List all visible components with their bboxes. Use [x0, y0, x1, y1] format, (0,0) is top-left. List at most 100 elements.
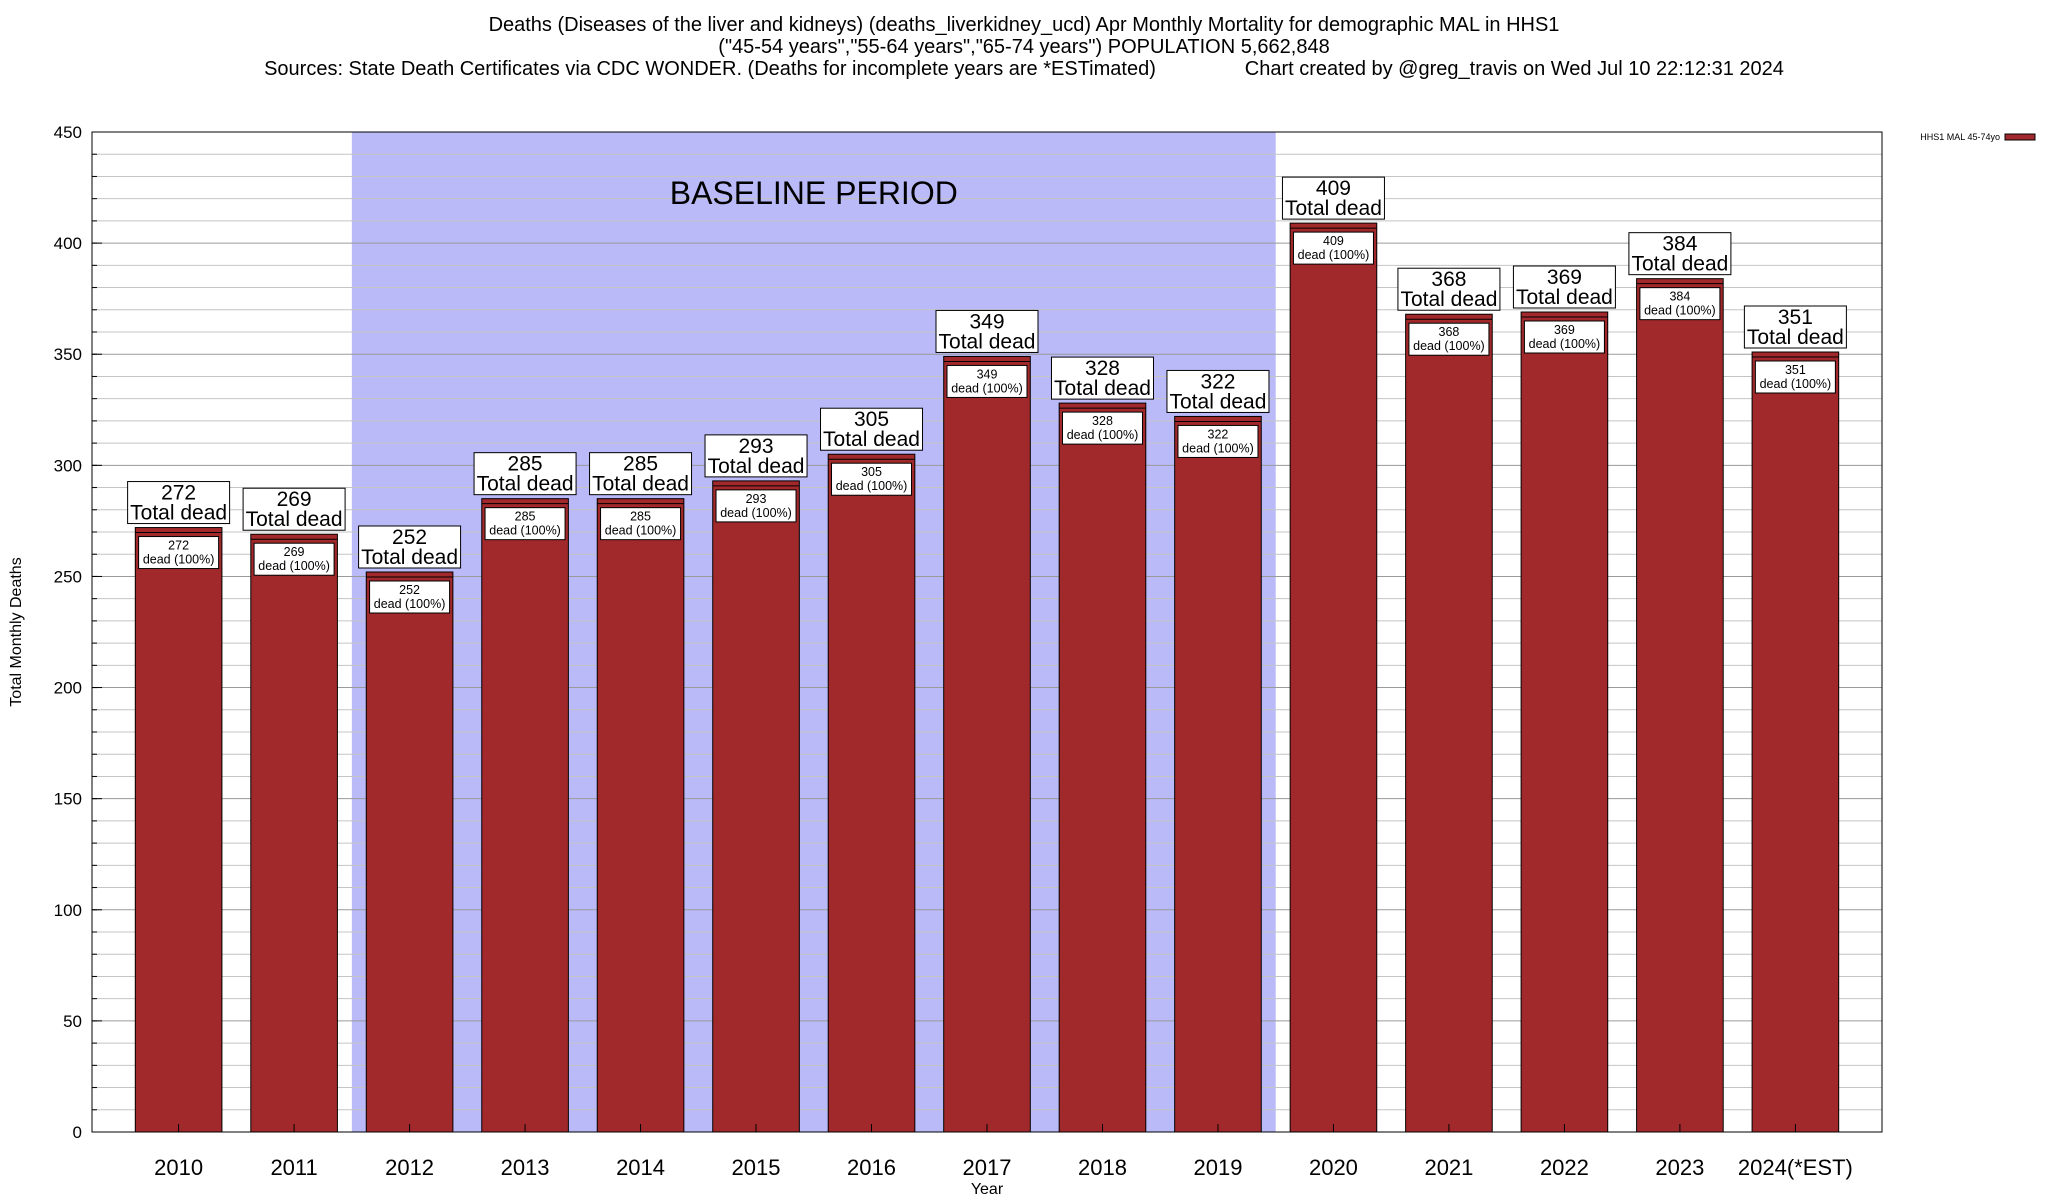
bar-total-label-box: [358, 525, 462, 569]
bar-inner-percent-label: dead (100%): [1182, 441, 1254, 455]
bar: [1289, 222, 1378, 1133]
bar: [943, 355, 1031, 1133]
bar: [712, 480, 800, 1133]
bar-inner-value-label: 351: [1785, 363, 1806, 377]
bar-inner-value-label: 269: [284, 545, 305, 559]
y-axis-title: Total Monthly Deaths: [8, 557, 25, 706]
bar-total-label-box: [473, 452, 577, 496]
bar-inner-label-box: [1292, 231, 1374, 265]
bar-total-value-label: 369: [1547, 266, 1582, 289]
x-tick-label: 2012: [385, 1155, 434, 1180]
x-tick-label: 2013: [501, 1155, 550, 1180]
chart-title-line-3: Sources: State Death Certificates via CD…: [264, 58, 1784, 80]
bar: [596, 498, 685, 1133]
x-tick-label: 2017: [963, 1155, 1012, 1180]
chart-title: Deaths (Diseases of the liver and kidney…: [0, 14, 2048, 80]
bar-inner-value-label: 272: [168, 539, 189, 553]
bar-inner-percent-label: dead (100%): [1760, 377, 1832, 391]
bar: [827, 453, 916, 1133]
bar-inner-percent-label: dead (100%): [1298, 248, 1370, 262]
bar-inner-percent-label: dead (100%): [1644, 304, 1716, 318]
bar-total-value-label: 285: [508, 453, 543, 476]
y-tick-label: 300: [54, 456, 82, 475]
bar-total-label-box: [1050, 356, 1154, 400]
bar-total-text-label: Total dead: [1285, 197, 1382, 220]
bar-inner-label-box: [1408, 322, 1490, 356]
chart-title-line-1: Deaths (Diseases of the liver and kidney…: [488, 14, 1560, 36]
bar-total-text-label: Total dead: [1516, 286, 1613, 309]
plot-frame: [91, 131, 1883, 1133]
x-tick-label: 2016: [847, 1155, 896, 1180]
bar-total-text-label: Total dead: [939, 330, 1036, 353]
bar-total-text-label: Total dead: [130, 502, 227, 525]
bar-inner-percent-label: dead (100%): [836, 479, 908, 493]
bar-inner-percent-label: dead (100%): [605, 524, 677, 538]
bar-inner-value-label: 285: [630, 510, 651, 524]
bar-inner-label-box: [1061, 411, 1143, 445]
bar-inner-label-box: [1177, 424, 1259, 458]
legend-label: HHS1 MAL 45-74yo: [1920, 132, 2000, 142]
bar-total-text-label: Total dead: [246, 508, 343, 531]
bar-total-text-label: Total dead: [823, 428, 920, 451]
y-tick-label: 50: [63, 1012, 82, 1031]
y-tick-label: 450: [54, 123, 82, 142]
y-tick-label: 400: [54, 234, 82, 253]
bar: [1174, 415, 1262, 1133]
x-tick-label: 2010: [154, 1155, 203, 1180]
bar-inner-value-label: 285: [515, 510, 536, 524]
x-tick-label: 2019: [1193, 1155, 1242, 1180]
bar-total-label-box: [1397, 267, 1501, 311]
bar-total-label-box: [1512, 265, 1616, 309]
bar-inner-percent-label: dead (100%): [1413, 339, 1485, 353]
bar-total-value-label: 328: [1085, 357, 1120, 380]
bar-total-text-label: Total dead: [1631, 253, 1728, 276]
bar-inner-value-label: 384: [1669, 290, 1690, 304]
bar: [365, 571, 454, 1133]
x-tick-label: 2022: [1540, 1155, 1589, 1180]
x-tick-label: 2020: [1309, 1155, 1358, 1180]
y-tick-label: 350: [54, 345, 82, 364]
bar: [1636, 278, 1724, 1133]
bar: [134, 527, 223, 1133]
bar-total-value-label: 349: [969, 310, 1004, 333]
bar-total-label-box: [242, 487, 346, 531]
bar: [1520, 311, 1609, 1133]
bar-inner-value-label: 322: [1208, 427, 1229, 441]
baseline-period-label: BASELINE PERIOD: [670, 175, 958, 211]
bar-inner-value-label: 328: [1092, 414, 1113, 428]
y-tick-label: 100: [54, 901, 82, 920]
bar-inner-label-box: [1523, 320, 1605, 354]
bar-total-label-box: [1281, 176, 1385, 220]
bar-total-value-label: 293: [739, 435, 774, 458]
bar-inner-label-box: [1754, 360, 1836, 394]
x-tick-label: 2024(*EST): [1738, 1155, 1853, 1180]
bar-total-text-label: Total dead: [1747, 326, 1844, 349]
x-tick-label: 2014: [616, 1155, 665, 1180]
bar-inner-label-box: [253, 542, 335, 576]
bar-inner-percent-label: dead (100%): [720, 506, 792, 520]
bar-inner-label-box: [715, 489, 797, 523]
bar-inner-value-label: 368: [1439, 325, 1460, 339]
bar-inner-percent-label: dead (100%): [951, 381, 1023, 395]
bar-inner-value-label: 349: [977, 367, 998, 381]
bar-total-text-label: Total dead: [708, 455, 805, 478]
chart-title-line-2: ("45-54 years","55-64 years","65-74 year…: [718, 36, 1330, 58]
legend-swatch: [2004, 133, 2036, 141]
bar-inner-percent-label: dead (100%): [1529, 337, 1601, 351]
bar-total-text-label: Total dead: [477, 473, 574, 496]
bar-inner-percent-label: dead (100%): [489, 524, 561, 538]
bar-total-value-label: 269: [277, 488, 312, 511]
bar-inner-value-label: 305: [861, 465, 882, 479]
y-tick-label: 200: [54, 679, 82, 698]
x-axis-title: Year: [971, 1181, 1004, 1198]
bar-inner-label-box: [369, 580, 451, 614]
y-tick-label: 250: [54, 567, 82, 586]
bar-total-value-label: 351: [1778, 306, 1813, 329]
bar-inner-label-box: [600, 507, 682, 541]
bar-inner-label-box: [138, 536, 220, 570]
y-tick-label: 0: [73, 1123, 82, 1142]
x-tick-label: 2021: [1424, 1155, 1473, 1180]
bar: [481, 498, 569, 1133]
bar-total-text-label: Total dead: [1400, 288, 1497, 311]
